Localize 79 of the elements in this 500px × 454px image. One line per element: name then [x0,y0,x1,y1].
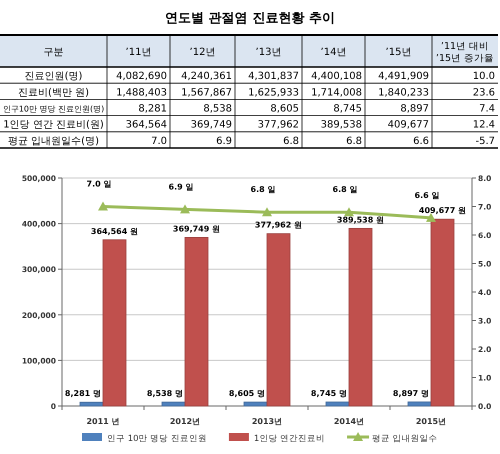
data-label: 7.0 일 [86,180,112,188]
point [98,202,108,210]
bar [80,402,104,406]
point [344,207,354,216]
data-label: 8,745 [333,104,362,114]
x-tick-label: 2012년 [170,417,200,426]
data-label: 364,564 원 [90,226,138,236]
data-label: 8,745 명 [310,389,347,398]
point [180,204,190,214]
data-label: 7.0 [151,136,167,147]
x-tick-label: 2015년 [416,417,446,426]
y-axis-title: 구분 [44,47,64,58]
legend-label: 평균 입내원일수 [372,434,438,444]
data-label: 1,488,403 [116,87,167,98]
data-label: 6.8 일 [332,185,358,194]
data-label: 1,567,867 [181,87,232,98]
y-tick-label: 진료인원(명) [24,71,82,82]
bar [162,402,186,406]
x-tick-label: 2013년 [252,417,282,426]
data-label: 10.0 [472,71,495,82]
x-tick-label: ’11년 대비 ’15년 증가율 [436,41,494,64]
x-tick-label: ’14년 [320,47,346,58]
x-tick-label: 2014년 [334,417,364,426]
bar [408,402,432,406]
data-label: 4,301,837 [248,71,299,82]
x-tick-label: 2011 년 [86,417,120,426]
data-label: 8,538 명 [146,389,183,398]
bar [102,239,126,406]
bar [348,228,372,406]
y-tick-label: 평균 입내원일수(명) [8,136,100,147]
chart-title: 연도별 관절염 진료현황 추이 [165,11,335,26]
data-label: 7.4 [479,104,495,114]
data-label: 8,605 [270,104,299,114]
data-label: 23.6 [472,87,495,98]
bar [266,233,290,406]
legend-label: 1인당 연간진료비 [254,434,326,444]
point [262,207,272,216]
data-label: 4,491,909 [378,71,429,82]
data-label: 369,749 [190,120,232,131]
data-label: 8,538 [203,104,232,114]
data-label: 8,897 [400,104,429,114]
y-tick-label: 진료비(백만 원) [18,87,90,98]
data-label: 6.6 [413,136,429,147]
data-label: 389,538 원 [336,215,384,224]
data-label: 1,714,008 [311,87,362,98]
data-label: 4,082,690 [116,71,167,82]
x-tick-label: ’15년 [386,47,412,58]
bar [326,402,350,406]
data-label: 6.9 일 [168,182,194,192]
data-label: 6.8 일 [250,185,276,194]
data-label: 6.8 [283,136,299,147]
data-label: 6.6 일 [414,190,440,200]
data-label: 6.8 [346,136,362,147]
data-label: 8,605 명 [228,389,265,398]
data-label: 4,240,361 [181,71,232,82]
data-label: 8,281 [138,104,167,114]
data-label: 369,749 원 [172,224,220,234]
legend-label: 인구 10만 명당 진료인원 [107,434,207,444]
data-label: 364,564 [126,120,167,131]
bar [184,236,208,406]
data-label: -5.7 [475,136,495,147]
data-label: 409,677 원 [418,206,466,216]
data-label: 389,538 [320,120,362,131]
data-label: 12.4 [472,120,495,131]
y-tick-label: 1인당 연간 진료비(원) [3,120,104,131]
x-tick-label: ’13년 [256,47,282,58]
data-label: 8,281 명 [64,389,101,398]
data-label: 8,897 명 [392,388,429,398]
data-label: 1,625,933 [248,87,299,98]
data-label: 409,677 [388,120,429,131]
data-label: 377,962 [258,120,299,131]
data-label: 4,400,108 [311,71,362,82]
data-label: 1,840,233 [378,87,429,98]
x-tick-label: ’12년 [190,47,216,58]
bar [244,402,268,406]
data-label: 377,962 원 [254,220,302,230]
data-label: 6.9 [216,136,232,147]
bar [430,218,454,406]
x-tick-label: ’11년 [126,47,152,58]
